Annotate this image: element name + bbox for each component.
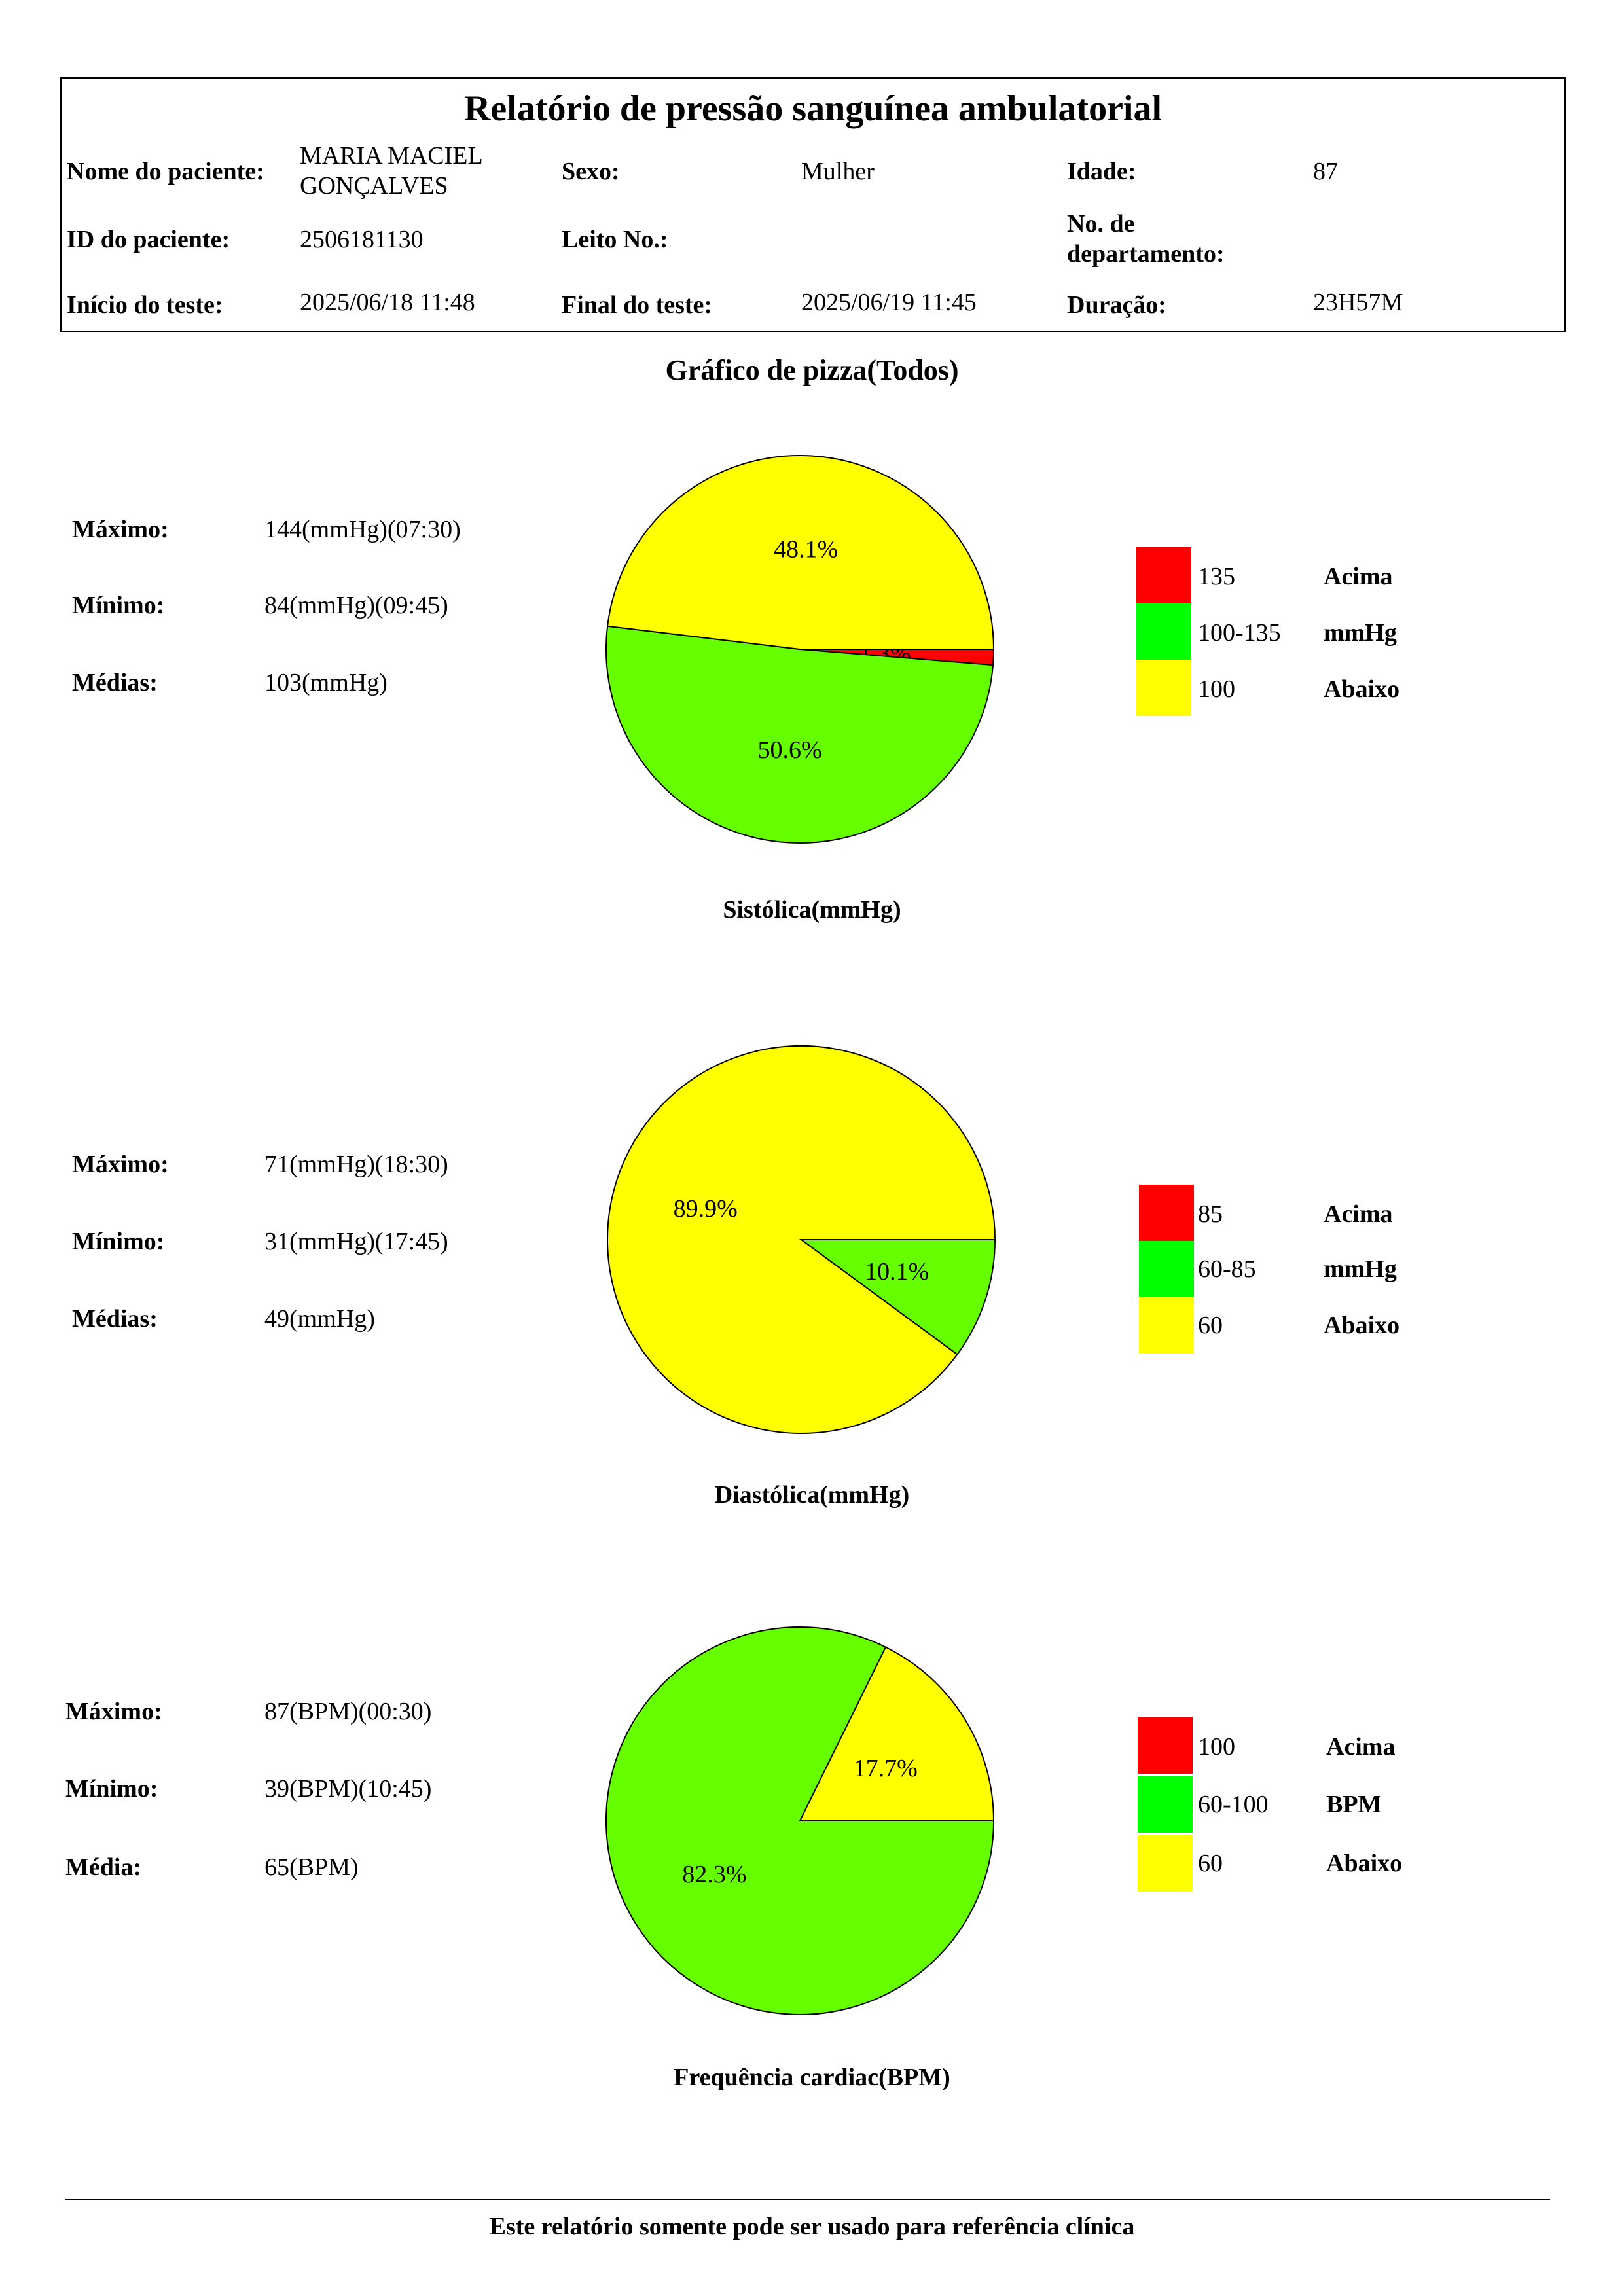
sex-label: Sexo: [562,158,620,185]
legend-swatch-above [1138,1717,1193,1774]
legend-swatch-below [1136,660,1191,716]
patient-id-label: ID do paciente: [67,226,230,253]
stat-value: 39(BPM)(10:45) [264,1775,432,1803]
legend-value: 60 [1198,1312,1223,1339]
legend-swatch-below [1138,1835,1193,1892]
pie-slice-label: 89.9% [674,1195,738,1223]
dept-label-line1: No. de [1067,210,1135,238]
bed-label: Leito No.: [562,226,668,253]
age-label: Idade: [1067,158,1136,185]
legend-text: Acima [1324,1200,1393,1228]
stat-label: Mínimo: [72,1228,165,1255]
pie-slice-label: 48.1% [774,535,838,563]
stat-label: Mínimo: [72,592,165,619]
pie-slice-label: 82.3% [682,1861,746,1888]
start-value: 2025/06/18 11:48 [300,289,475,316]
pie-normal-slice [799,1239,996,1355]
stat-value: 144(mmHg)(07:30) [264,516,461,543]
stat-label: Médias: [72,669,158,696]
stat-value: 103(mmHg) [264,669,388,696]
diastolic-pie-chart: 10.1% 89.9% [607,1045,996,1434]
legend-text: mmHg [1324,1255,1397,1283]
legend-value: 85 [1198,1200,1223,1228]
end-label: Final do teste: [562,291,713,319]
pie-slice-label: 50.6% [757,736,821,764]
legend-value: 60-100 [1198,1791,1269,1818]
legend-value: 100-135 [1198,619,1281,647]
start-label: Início do teste: [67,291,223,319]
stat-value: 49(mmHg) [264,1305,375,1333]
stat-value: 71(mmHg)(18:30) [264,1151,448,1178]
legend-text: Abaixo [1324,1312,1400,1339]
legend-text: Abaixo [1326,1850,1403,1877]
legend-text: BPM [1326,1791,1382,1818]
report-title: Relatório de pressão sanguínea ambulator… [463,88,1163,129]
stat-value: 31(mmHg)(17:45) [264,1228,448,1255]
footer-disclaimer: Este relatório somente pode ser usado pa… [489,2213,1135,2240]
stat-value: 84(mmHg)(09:45) [264,592,448,619]
stat-value: 65(BPM) [264,1854,359,1881]
duration-value: 23H57M [1313,289,1403,316]
pie-below-slice [606,455,995,650]
stat-label: Máximo: [65,1698,162,1725]
stat-value: 87(BPM)(00:30) [264,1698,432,1725]
legend-swatch-normal [1139,1241,1194,1297]
stat-label: Médias: [72,1305,158,1333]
sex-value: Mulher [801,158,875,185]
duration-label: Duração: [1067,291,1166,319]
footer-divider [65,2199,1550,2200]
legend-swatch-normal [1136,603,1191,660]
legend-text: Acima [1324,563,1393,590]
pie-below-slice [607,1045,996,1434]
dept-label-line2: departamento: [1067,240,1225,268]
legend-swatch-above [1136,547,1191,603]
section-title: Gráfico de pizza(Todos) [665,354,959,386]
patient-name-line2: GONÇALVES [300,172,448,200]
stat-label: Mínimo: [65,1775,158,1803]
legend-text: mmHg [1324,619,1397,647]
patient-name-line1: MARIA MACIEL [300,142,483,170]
diastolic-chart-title: Diastólica(mmHg) [714,1481,910,1509]
patient-name-label: Nome do paciente: [67,158,264,185]
patient-id-value: 2506181130 [300,226,424,253]
pie-below-slice [799,1646,995,1821]
legend-text: Acima [1326,1733,1396,1761]
report-header: Relatório de pressão sanguínea ambulator… [60,77,1566,332]
legend-swatch-normal [1138,1776,1193,1833]
legend-value: 135 [1198,563,1235,590]
end-value: 2025/06/19 11:45 [801,289,977,316]
legend-value: 100 [1198,675,1235,703]
legend-value: 100 [1198,1733,1235,1761]
systolic-pie-chart: 1.3%50.6%48.1% [605,455,995,844]
age-value: 87 [1313,158,1338,185]
stat-label: Máximo: [72,516,169,543]
stat-label: Média: [65,1854,142,1881]
pie-slice-label: 10.1% [865,1258,929,1285]
legend-swatch-below [1139,1297,1194,1354]
heart-rate-pie-chart: 82.3% 17.7% [605,1626,995,2015]
legend-value: 60 [1198,1850,1223,1877]
systolic-chart-title: Sistólica(mmHg) [723,896,901,924]
legend-swatch-above [1139,1185,1194,1241]
stat-label: Máximo: [72,1151,169,1178]
heart-rate-chart-title: Frequência cardiac(BPM) [674,2064,950,2091]
pie-slice-label: 17.7% [854,1755,918,1782]
legend-text: Abaixo [1324,675,1400,703]
legend-value: 60-85 [1198,1255,1256,1283]
pie-normal-slice [605,625,994,844]
